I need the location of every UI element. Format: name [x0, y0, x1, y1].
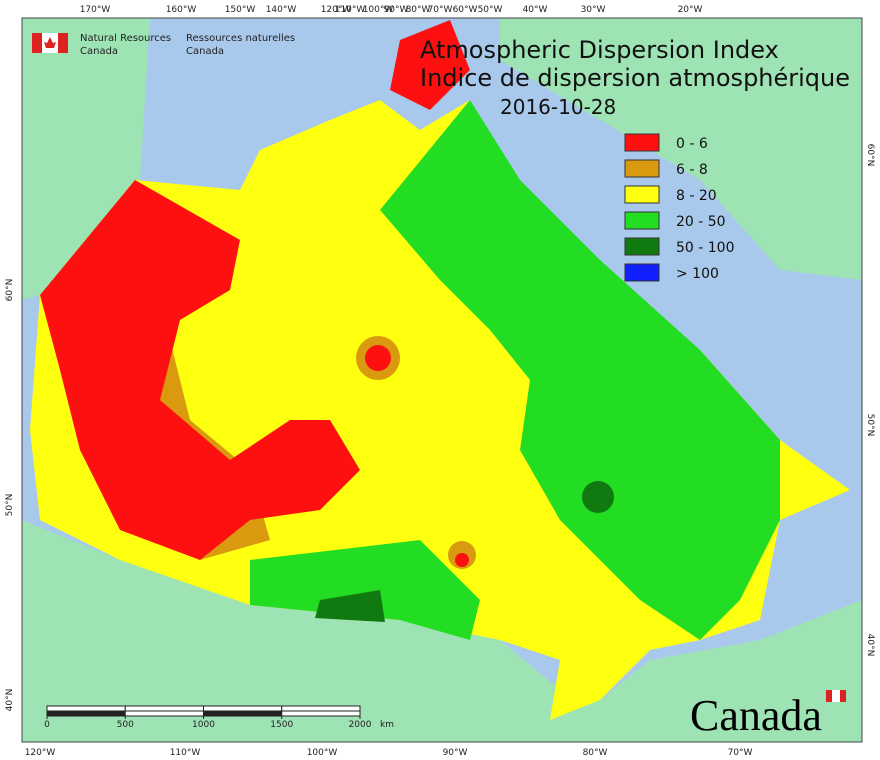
left-graticule-label: 60°N: [5, 279, 15, 302]
scale-label: 0: [44, 720, 50, 730]
logo-flag: [32, 33, 68, 53]
legend-swatch: [624, 133, 660, 152]
top-graticule-label: 70°W: [428, 5, 453, 15]
legend-label: 6 - 8: [676, 162, 708, 178]
scale-label: 1000: [192, 720, 215, 730]
scale-segment: [281, 705, 361, 712]
top-graticule-label: 110°W: [335, 5, 366, 15]
wordmark: Canada: [690, 691, 822, 740]
bottom-graticule-label: 90°W: [443, 748, 468, 758]
top-graticule-label: 20°W: [678, 5, 703, 15]
legend-swatch: [624, 211, 660, 230]
scale-label: 500: [117, 720, 134, 730]
legend-label: 0 - 6: [676, 136, 708, 152]
right-graticule-label: 50°N: [865, 414, 875, 437]
top-graticule-label: 170°W: [80, 5, 111, 15]
top-graticule-label: 80°W: [406, 5, 431, 15]
legend-swatch: [624, 237, 660, 256]
scale-segment: [124, 705, 204, 712]
right-graticule-label: 60°N: [865, 144, 875, 167]
scale-label: 2000: [349, 720, 372, 730]
scale-segment: [203, 705, 283, 712]
top-graticule-label: 100°W: [363, 5, 394, 15]
top-graticule-label: 160°W: [166, 5, 197, 15]
legend-label: 20 - 50: [676, 214, 726, 230]
legend-label: 8 - 20: [676, 188, 717, 204]
top-graticule-label: 120°W: [321, 5, 352, 15]
bottom-graticule-label: 80°W: [583, 748, 608, 758]
top-graticule-label: 90°W: [384, 5, 409, 15]
wordmark-flag: [826, 690, 846, 702]
top-graticule-label: 150°W: [225, 5, 256, 15]
legend-swatch: [624, 185, 660, 204]
agency-fr: Ressources naturelles: [186, 33, 295, 44]
agency-en: Canada: [80, 46, 118, 57]
title: Indice de dispersion atmosphérique: [420, 64, 850, 92]
left-graticule-label: 50°N: [5, 494, 15, 517]
bottom-graticule-label: 110°W: [170, 748, 201, 758]
left-graticule-label: 40°N: [5, 689, 15, 712]
top-graticule-label: 60°W: [453, 5, 478, 15]
top-graticule-label: 40°W: [523, 5, 548, 15]
scale-segment: [124, 710, 204, 717]
date: 2016-10-28: [500, 95, 616, 119]
legend-label: 50 - 100: [676, 240, 735, 256]
scale-segment: [46, 705, 126, 712]
bottom-graticule-label: 70°W: [728, 748, 753, 758]
title: Atmospheric Dispersion Index: [420, 36, 779, 64]
bottom-graticule-label: 100°W: [307, 748, 338, 758]
top-graticule-label: 30°W: [581, 5, 606, 15]
frame: [21, 17, 863, 743]
scale-segment: [46, 710, 126, 717]
legend-label: > 100: [676, 266, 719, 282]
top-graticule-label: 50°W: [478, 5, 503, 15]
scale-unit: km: [380, 720, 394, 730]
agency-en: Natural Resources: [80, 33, 171, 44]
scale-label: 1500: [270, 720, 293, 730]
scale-segment: [281, 710, 361, 717]
legend-swatch: [624, 159, 660, 178]
agency-fr: Canada: [186, 46, 224, 57]
index-regions: [30, 20, 850, 720]
legend-swatch: [624, 263, 660, 282]
top-graticule-label: 140°W: [266, 5, 297, 15]
scale-segment: [203, 710, 283, 717]
right-graticule-label: 40°N: [865, 634, 875, 657]
bottom-graticule-label: 120°W: [25, 748, 56, 758]
